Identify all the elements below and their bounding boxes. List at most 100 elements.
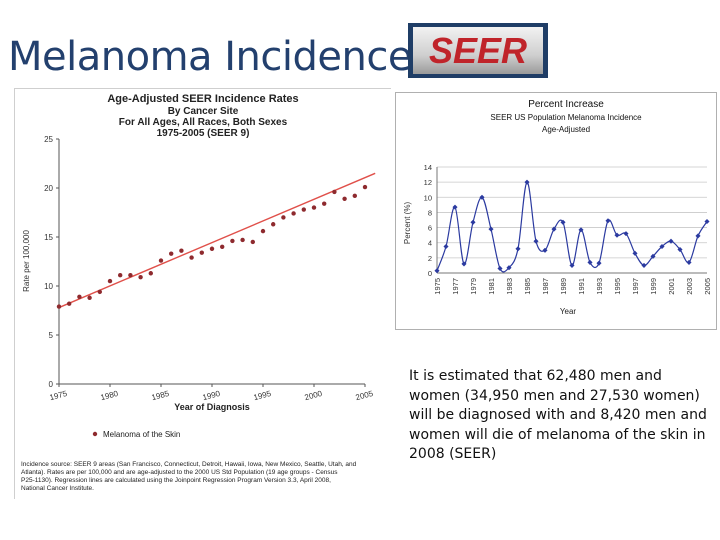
y-tick-label: 0	[428, 269, 432, 278]
chart-subtitle: SEER US Population Melanoma Incidence	[490, 113, 642, 122]
data-point	[77, 294, 82, 299]
y-tick-label: 4	[428, 239, 432, 248]
y-tick-label: 14	[424, 163, 432, 172]
data-point	[461, 261, 467, 267]
slide-title: Melanoma Incidence	[8, 34, 412, 80]
y-axis-label: Percent (%)	[403, 202, 412, 245]
body-text: It is estimated that 62,480 men and wome…	[409, 368, 707, 463]
data-point	[250, 239, 255, 245]
y-tick-label: 5	[49, 331, 54, 340]
x-tick-label: 1977	[451, 278, 460, 295]
data-point	[641, 262, 647, 268]
data-point	[230, 238, 235, 244]
footnote-line: P25-1130). Regression lines are calculat…	[21, 477, 331, 484]
data-point	[179, 248, 184, 253]
chart-subtitle: Age-Adjusted	[542, 125, 590, 134]
footnote-line: National Cancer Institute.	[21, 485, 94, 492]
data-point	[260, 228, 266, 234]
x-axis-label: Year of Diagnosis	[174, 402, 250, 412]
y-tick-label: 8	[428, 208, 432, 217]
y-tick-label: 10	[44, 282, 53, 291]
data-point	[362, 184, 368, 190]
data-point	[169, 251, 174, 256]
data-point	[199, 250, 204, 255]
x-tick-label: 1983	[505, 278, 514, 295]
x-tick-label: 1975	[433, 278, 442, 295]
data-point	[623, 231, 629, 237]
data-point	[632, 250, 638, 256]
incidence-rates-panel: Age-Adjusted SEER Incidence Rates By Canc…	[14, 88, 391, 499]
percent-increase-chart: Percent Increase SEER US Population Melan…	[403, 99, 712, 316]
data-point	[87, 295, 92, 300]
data-point	[596, 260, 602, 266]
y-tick-label: 20	[44, 184, 53, 193]
x-tick-label: 1999	[649, 278, 658, 295]
data-point	[470, 219, 476, 225]
x-axis-label: Year	[560, 307, 577, 316]
data-point	[506, 265, 512, 271]
x-tick-label: 1993	[595, 278, 604, 295]
x-tick-label: 1989	[559, 278, 568, 295]
y-axis-label: Rate per 100,000	[22, 230, 31, 292]
y-tick-label: 2	[428, 254, 432, 263]
chart-title: Age-Adjusted SEER Incidence Rates	[107, 93, 298, 105]
data-point	[533, 238, 539, 244]
data-point	[138, 274, 143, 280]
data-point	[281, 215, 286, 220]
chart-title: Percent Increase	[528, 99, 604, 110]
data-point	[322, 201, 327, 206]
x-tick-label: 1995	[253, 389, 273, 402]
data-point	[56, 304, 62, 309]
trend-line	[58, 172, 376, 309]
legend-label: Melanoma of the Skin	[103, 430, 180, 439]
y-tick-label: 6	[428, 224, 432, 233]
data-point	[569, 262, 575, 268]
data-point	[240, 237, 245, 243]
data-point	[158, 258, 164, 263]
x-tick-label: 1981	[487, 278, 496, 295]
data-point	[301, 207, 306, 212]
data-point	[542, 247, 548, 253]
y-tick-label: 25	[44, 135, 53, 144]
data-point	[342, 196, 347, 201]
data-point	[332, 189, 337, 195]
data-point	[614, 232, 620, 238]
x-tick-label: 1980	[100, 389, 120, 402]
chart-subtitle: By Cancer Site	[168, 106, 239, 117]
data-point	[291, 211, 296, 216]
percent-increase-panel: Percent Increase SEER US Population Melan…	[395, 92, 717, 330]
data-point	[524, 179, 530, 185]
data-point	[128, 273, 133, 278]
y-tick-label: 0	[49, 380, 54, 389]
data-point	[695, 233, 701, 239]
legend-marker	[92, 431, 98, 437]
data-point	[352, 193, 357, 199]
x-tick-label: 1997	[631, 278, 640, 295]
x-tick-label: 2005	[355, 389, 375, 402]
data-point	[209, 246, 215, 251]
data-point	[271, 222, 276, 227]
x-tick-label: 1990	[202, 389, 222, 402]
x-tick-label: 1991	[577, 278, 586, 295]
chart-subtitle: 1975-2005 (SEER 9)	[157, 128, 250, 139]
seer-logo: SEER	[408, 23, 548, 78]
x-tick-label: 2005	[703, 278, 712, 295]
data-point	[686, 259, 692, 265]
x-tick-label: 1975	[49, 389, 69, 402]
x-tick-label: 2000	[304, 389, 324, 402]
y-tick-label: 15	[44, 233, 53, 242]
x-tick-label: 2001	[667, 278, 676, 295]
y-tick-label: 12	[424, 178, 432, 187]
data-point	[587, 259, 593, 265]
data-point	[118, 273, 123, 278]
series-line	[436, 181, 708, 273]
chart-subtitle: For All Ages, All Races, Both Sexes	[119, 117, 288, 128]
data-point	[148, 271, 153, 276]
footnote-line: Atlanta). Rates are per 100,000 and are …	[21, 469, 338, 476]
x-tick-label: 1995	[613, 278, 622, 295]
data-point	[189, 255, 194, 260]
data-point	[107, 278, 113, 284]
data-point	[443, 243, 449, 250]
data-point	[97, 289, 103, 295]
